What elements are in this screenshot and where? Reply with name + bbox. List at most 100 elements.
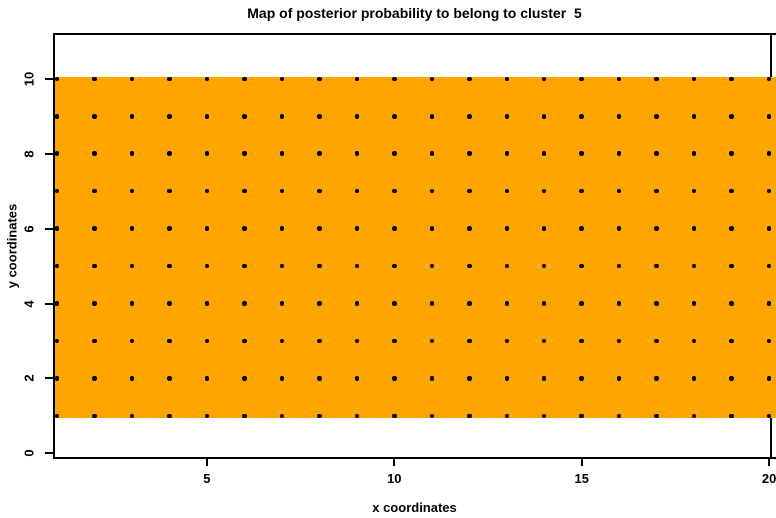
data-point bbox=[504, 301, 509, 306]
data-point bbox=[691, 188, 697, 194]
data-point bbox=[54, 188, 60, 194]
y-tick-label: 0 bbox=[21, 449, 37, 457]
x-tick-label: 5 bbox=[203, 471, 211, 486]
data-point bbox=[204, 114, 210, 119]
y-tick-label: 4 bbox=[21, 299, 37, 308]
data-point bbox=[354, 226, 360, 231]
data-point bbox=[354, 376, 360, 381]
data-point bbox=[541, 151, 547, 156]
data-point bbox=[279, 188, 285, 194]
data-point bbox=[392, 226, 397, 231]
x-tick-mark bbox=[580, 459, 583, 466]
data-point bbox=[129, 114, 135, 119]
data-point bbox=[429, 376, 435, 381]
data-point bbox=[392, 151, 397, 156]
data-point bbox=[354, 338, 360, 344]
data-point bbox=[129, 376, 135, 381]
data-point bbox=[392, 376, 397, 381]
data-point bbox=[167, 413, 172, 419]
data-point bbox=[317, 188, 322, 194]
data-point bbox=[204, 226, 210, 231]
data-point bbox=[541, 226, 547, 231]
data-point bbox=[317, 76, 322, 82]
data-point bbox=[279, 226, 285, 231]
data-point bbox=[504, 226, 509, 231]
data-point bbox=[504, 76, 509, 82]
data-point bbox=[766, 114, 772, 119]
plot-box-bottom-border bbox=[53, 457, 776, 459]
data-point bbox=[429, 263, 435, 269]
data-point bbox=[204, 301, 210, 306]
y-tick-mark bbox=[45, 227, 53, 230]
data-point bbox=[541, 376, 547, 381]
data-point bbox=[317, 226, 322, 231]
data-point bbox=[616, 376, 622, 381]
data-point bbox=[92, 151, 97, 156]
data-point bbox=[242, 413, 247, 419]
data-point bbox=[691, 376, 697, 381]
plot-box-top-border bbox=[53, 33, 776, 35]
data-point bbox=[467, 413, 472, 419]
y-tick-mark bbox=[45, 152, 53, 155]
data-point bbox=[541, 413, 547, 419]
plot-box-left-border bbox=[53, 33, 55, 459]
cluster-probability-region bbox=[55, 77, 776, 418]
data-point bbox=[729, 376, 734, 381]
data-point bbox=[92, 76, 97, 82]
data-point bbox=[504, 338, 509, 344]
data-point bbox=[279, 263, 285, 269]
data-point bbox=[92, 114, 97, 119]
data-point bbox=[654, 76, 659, 82]
data-point bbox=[279, 413, 285, 419]
data-point bbox=[729, 114, 734, 119]
x-tick-mark bbox=[393, 459, 396, 466]
data-point bbox=[579, 76, 584, 82]
data-point bbox=[504, 413, 509, 419]
data-point bbox=[429, 338, 435, 344]
data-point bbox=[467, 114, 472, 119]
data-point bbox=[691, 263, 697, 269]
data-point bbox=[242, 226, 247, 231]
data-point bbox=[729, 413, 734, 419]
data-point bbox=[504, 114, 509, 119]
data-point bbox=[204, 413, 210, 419]
data-point bbox=[504, 263, 509, 269]
data-point bbox=[729, 226, 734, 231]
data-point bbox=[54, 151, 60, 156]
data-point bbox=[129, 413, 135, 419]
y-tick-mark bbox=[45, 77, 53, 80]
y-tick-mark bbox=[45, 377, 53, 380]
y-tick-mark bbox=[45, 452, 53, 455]
data-point bbox=[766, 376, 772, 381]
data-point bbox=[766, 338, 772, 344]
data-point bbox=[54, 226, 60, 231]
data-point bbox=[167, 263, 172, 269]
data-point bbox=[54, 338, 60, 344]
data-point bbox=[691, 226, 697, 231]
data-point bbox=[167, 151, 172, 156]
data-point bbox=[242, 114, 247, 119]
data-point bbox=[579, 188, 584, 194]
data-point bbox=[242, 151, 247, 156]
data-point bbox=[729, 263, 734, 269]
x-tick-label: 20 bbox=[761, 471, 776, 486]
data-point bbox=[167, 114, 172, 119]
data-point bbox=[467, 376, 472, 381]
data-point bbox=[129, 151, 135, 156]
data-point bbox=[766, 413, 772, 419]
data-point bbox=[392, 301, 397, 306]
data-point bbox=[392, 338, 397, 344]
data-point bbox=[467, 301, 472, 306]
data-point bbox=[167, 376, 172, 381]
x-tick-label: 15 bbox=[574, 471, 589, 486]
data-point bbox=[279, 151, 285, 156]
data-point bbox=[504, 151, 509, 156]
x-tick-mark bbox=[768, 459, 771, 466]
x-tick-label: 10 bbox=[387, 471, 402, 486]
data-point bbox=[204, 188, 210, 194]
data-point bbox=[354, 114, 360, 119]
data-point bbox=[654, 301, 659, 306]
data-point bbox=[579, 338, 584, 344]
y-axis-label: y coordinates bbox=[4, 203, 20, 289]
data-point bbox=[279, 338, 285, 344]
